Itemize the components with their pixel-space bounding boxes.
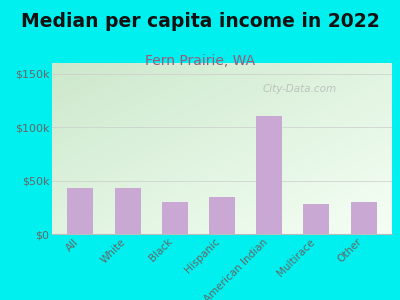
Bar <box>209 196 235 234</box>
Bar <box>67 188 93 234</box>
Text: Fern Prairie, WA: Fern Prairie, WA <box>145 54 255 68</box>
Text: Median per capita income in 2022: Median per capita income in 2022 <box>21 12 379 31</box>
Bar <box>114 188 140 234</box>
Bar <box>256 116 282 234</box>
Bar <box>351 202 377 234</box>
Bar <box>304 204 330 234</box>
Bar <box>162 202 188 234</box>
Text: City-Data.com: City-Data.com <box>263 83 337 94</box>
